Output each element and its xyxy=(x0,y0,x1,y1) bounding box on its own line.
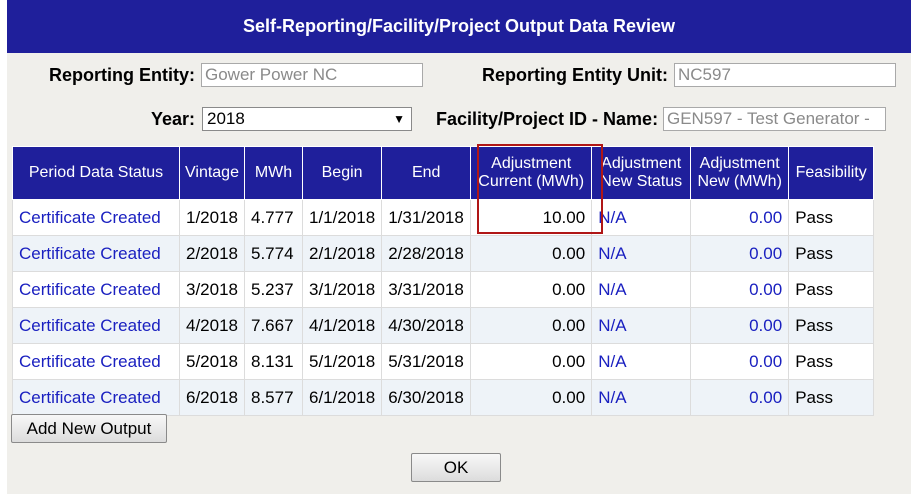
mwh-cell: 8.577 xyxy=(244,379,303,416)
adjustment-new-status-link[interactable]: N/A xyxy=(591,307,692,344)
mwh-cell: 7.667 xyxy=(244,307,303,344)
adjustment-new-link[interactable]: 0.00 xyxy=(690,343,790,380)
col-vintage: Vintage xyxy=(179,146,245,200)
end-cell: 5/31/2018 xyxy=(381,343,472,380)
feasibility-cell: Pass xyxy=(788,307,875,344)
vintage-cell: 2/2018 xyxy=(179,235,245,272)
feasibility-cell: Pass xyxy=(788,271,875,308)
end-cell: 4/30/2018 xyxy=(381,307,472,344)
period-status-link[interactable]: Certificate Created xyxy=(12,235,180,272)
period-status-link[interactable]: Certificate Created xyxy=(12,307,180,344)
table-header-row: Period Data Status Vintage MWh Begin End… xyxy=(12,146,875,200)
adjustment-current-cell: 0.00 xyxy=(470,343,593,380)
adjustment-current-cell: 0.00 xyxy=(470,235,593,272)
end-cell: 2/28/2018 xyxy=(381,235,472,272)
vintage-cell: 5/2018 xyxy=(179,343,245,380)
begin-cell: 5/1/2018 xyxy=(301,343,383,380)
begin-cell: 6/1/2018 xyxy=(301,379,383,416)
adjustment-new-status-link[interactable]: N/A xyxy=(591,271,692,308)
year-select[interactable]: 2018 ▼ xyxy=(202,107,412,131)
adjustment-new-status-link[interactable]: N/A xyxy=(591,379,692,416)
adjustment-new-status-link[interactable]: N/A xyxy=(591,343,692,380)
begin-cell: 2/1/2018 xyxy=(301,235,383,272)
output-data-table: Period Data Status Vintage MWh Begin End… xyxy=(12,146,875,416)
col-feasibility: Feasibility xyxy=(788,146,875,200)
end-cell: 3/31/2018 xyxy=(381,271,472,308)
adjustment-new-status-link[interactable]: N/A xyxy=(591,235,692,272)
period-status-link[interactable]: Certificate Created xyxy=(12,343,180,380)
table-row: Certificate Created 2/2018 5.774 2/1/2018 2/… xyxy=(12,235,875,272)
begin-cell: 4/1/2018 xyxy=(301,307,383,344)
feasibility-cell: Pass xyxy=(788,379,875,416)
mwh-cell: 5.774 xyxy=(244,235,303,272)
col-adjustment-new-status: Adjustment New Status xyxy=(591,146,692,200)
adjustment-new-link[interactable]: 0.00 xyxy=(690,199,790,236)
adjustment-current-cell: 0.00 xyxy=(470,271,593,308)
period-status-link[interactable]: Certificate Created xyxy=(12,199,180,236)
adjustment-current-cell: 0.00 xyxy=(470,307,593,344)
period-status-link[interactable]: Certificate Created xyxy=(12,379,180,416)
mwh-cell: 8.131 xyxy=(244,343,303,380)
begin-cell: 1/1/2018 xyxy=(301,199,383,236)
vintage-cell: 6/2018 xyxy=(179,379,245,416)
add-new-output-button[interactable]: Add New Output xyxy=(11,414,167,443)
adjustment-new-link[interactable]: 0.00 xyxy=(690,379,790,416)
year-label: Year: xyxy=(151,109,196,129)
adjustment-new-link[interactable]: 0.00 xyxy=(690,307,790,344)
reporting-entity-field[interactable]: Gower Power NC xyxy=(201,63,423,87)
adjustment-current-cell: 0.00 xyxy=(470,379,593,416)
facility-field[interactable]: GEN597 - Test Generator - xyxy=(663,107,886,131)
table-row: Certificate Created 4/2018 7.667 4/1/2018 4/… xyxy=(12,307,875,344)
adjustment-current-cell: 10.00 xyxy=(470,199,593,236)
mwh-cell: 4.777 xyxy=(244,199,303,236)
reporting-entity-unit-field[interactable]: NC597 xyxy=(674,63,896,87)
col-mwh: MWh xyxy=(244,146,303,200)
vintage-cell: 1/2018 xyxy=(179,199,245,236)
year-select-value: 2018 xyxy=(207,109,245,128)
table-row: Certificate Created 1/2018 4.777 1/1/2018 1/… xyxy=(12,199,875,236)
adjustment-new-link[interactable]: 0.00 xyxy=(690,271,790,308)
ok-button[interactable]: OK xyxy=(411,453,501,482)
reporting-entity-label: Reporting Entity: xyxy=(49,65,195,85)
vintage-cell: 3/2018 xyxy=(179,271,245,308)
table-row: Certificate Created 3/2018 5.237 3/1/2018 3/… xyxy=(12,271,875,308)
col-begin: Begin xyxy=(301,146,383,200)
feasibility-cell: Pass xyxy=(788,235,875,272)
dropdown-arrow-icon: ▼ xyxy=(393,112,405,126)
col-end: End xyxy=(381,146,472,200)
feasibility-cell: Pass xyxy=(788,199,875,236)
output-review-panel: Self-Reporting/Facility/Project Output D… xyxy=(7,0,911,494)
mwh-cell: 5.237 xyxy=(244,271,303,308)
facility-label: Facility/Project ID - Name: xyxy=(436,109,659,129)
adjustment-new-status-link[interactable]: N/A xyxy=(591,199,692,236)
end-cell: 6/30/2018 xyxy=(381,379,472,416)
period-status-link[interactable]: Certificate Created xyxy=(12,271,180,308)
feasibility-cell: Pass xyxy=(788,343,875,380)
end-cell: 1/31/2018 xyxy=(381,199,472,236)
table-row: Certificate Created 5/2018 8.131 5/1/2018 5/… xyxy=(12,343,875,380)
col-adjustment-new: Adjustment New (MWh) xyxy=(690,146,790,200)
col-adjustment-current: Adjustment Current (MWh) xyxy=(470,146,593,200)
page-title: Self-Reporting/Facility/Project Output D… xyxy=(7,0,911,53)
col-period-data-status: Period Data Status xyxy=(12,146,180,200)
reporting-entity-unit-label: Reporting Entity Unit: xyxy=(482,65,668,85)
table-row: Certificate Created 6/2018 8.577 6/1/2018 6/… xyxy=(12,379,875,416)
adjustment-new-link[interactable]: 0.00 xyxy=(690,235,790,272)
begin-cell: 3/1/2018 xyxy=(301,271,383,308)
vintage-cell: 4/2018 xyxy=(179,307,245,344)
